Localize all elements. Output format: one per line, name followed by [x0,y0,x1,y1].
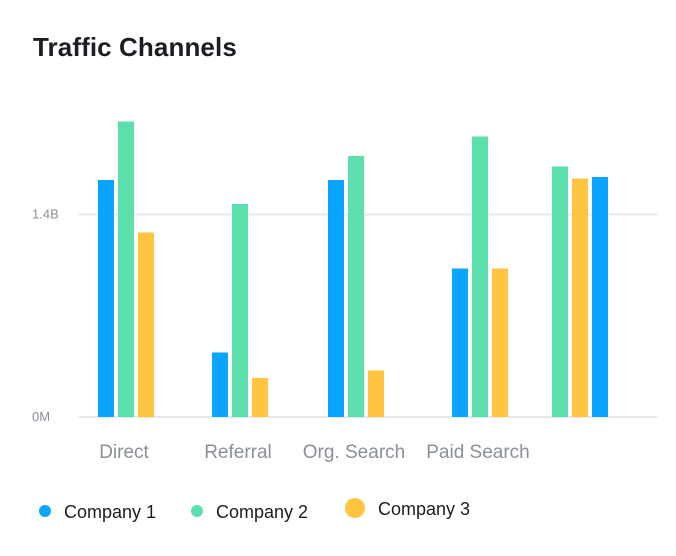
y-axis-ticks: 0M 1.4B [32,207,59,425]
bar-referral-series-1[interactable] [212,352,228,418]
bar-group-5-series-1[interactable] [592,177,608,417]
x-category-label: Referral [204,442,272,463]
legend-label: Company 3 [378,499,470,519]
legend-marker [191,505,203,517]
legend[interactable]: Company 1 Company 2 Company 3 [39,498,470,522]
bar-referral-series-3[interactable] [252,378,268,417]
legend-marker [345,498,365,518]
x-category-label: Org. Search [303,442,405,463]
legend-item-1[interactable]: Company 1 [39,502,156,522]
bar-org-search-series-2[interactable] [348,156,364,417]
y-tick-label: 0M [32,409,50,424]
bar-org-search-series-3[interactable] [368,370,384,418]
x-axis-labels: Direct Referral Org. Search Paid Search [99,442,530,463]
bar-org-search-series-1[interactable] [328,180,344,417]
bar-paid-search-series-2[interactable] [472,136,488,418]
bar-paid-search-series-1[interactable] [452,268,468,418]
bar-direct-series-1[interactable] [98,180,114,417]
bar-group-5-series-2[interactable] [552,166,568,418]
x-category-label: Paid Search [426,442,530,463]
chart-title: Traffic Channels [33,32,237,62]
bar-referral-series-2[interactable] [232,204,248,417]
legend-label: Company 1 [64,502,156,522]
bar-group-5-series-3[interactable] [572,178,588,418]
x-category-label: Direct [99,442,149,463]
legend-marker [39,505,51,517]
legend-label: Company 2 [216,502,308,522]
bar-direct-series-2[interactable] [118,121,134,418]
bars [98,121,608,418]
bar-direct-series-3[interactable] [138,232,154,418]
legend-item-2[interactable]: Company 2 [191,502,308,522]
y-tick-label: 1.4B [32,207,59,222]
legend-item-3[interactable]: Company 3 [345,498,470,519]
bar-paid-search-series-3[interactable] [492,268,508,418]
